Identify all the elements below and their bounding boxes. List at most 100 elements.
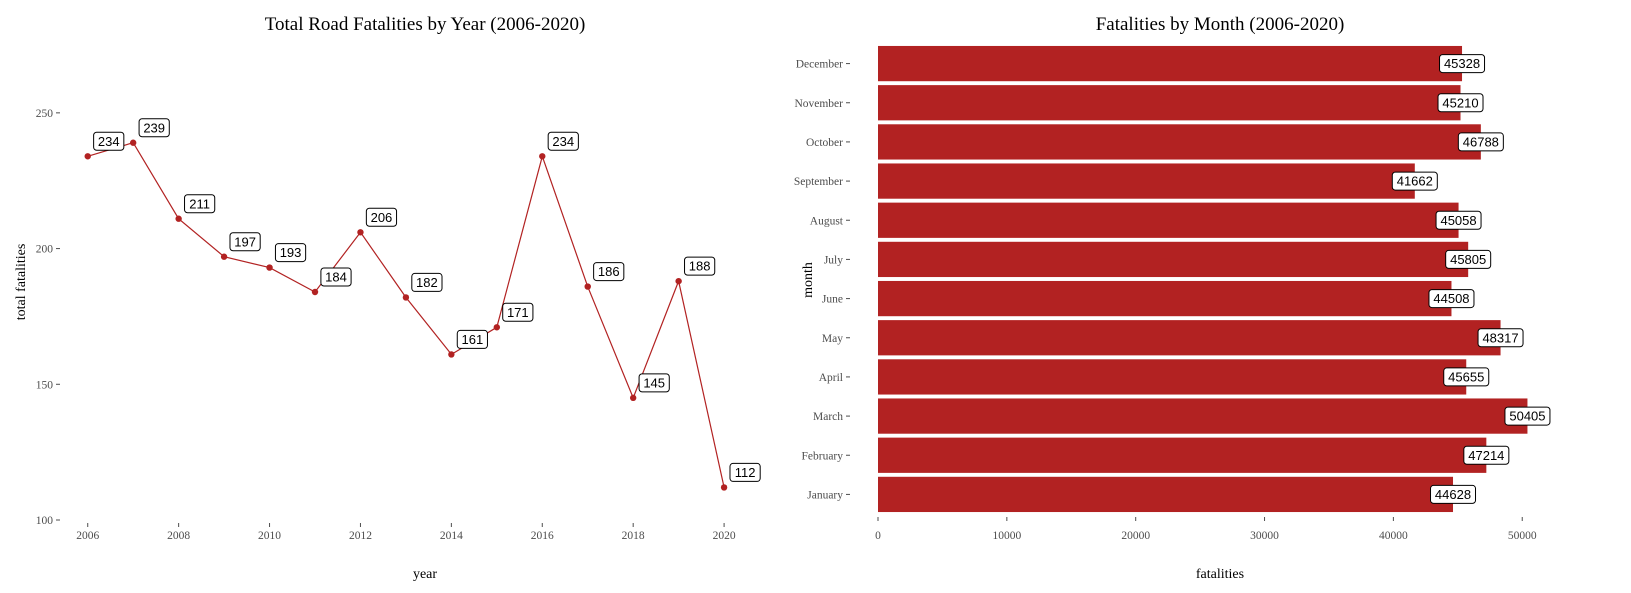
x-tick-label: 2020 bbox=[713, 530, 736, 542]
y-tick-label: September bbox=[794, 176, 843, 188]
bar-label-box bbox=[1504, 406, 1551, 426]
data-point bbox=[675, 277, 682, 285]
data-label-text: 112 bbox=[735, 465, 756, 480]
y-tick-label: May bbox=[822, 333, 843, 345]
bar-label-box bbox=[1457, 132, 1504, 152]
y-tick-label: February bbox=[801, 450, 843, 462]
x-tick-label: 10000 bbox=[992, 530, 1021, 542]
x-tick-label: 0 bbox=[875, 530, 881, 542]
bar-label-text: 41662 bbox=[1397, 174, 1433, 189]
data-label: 193 bbox=[274, 243, 307, 263]
data-point bbox=[311, 288, 319, 296]
data-label-box bbox=[684, 256, 716, 276]
data-point bbox=[493, 324, 501, 331]
bar bbox=[878, 398, 1528, 434]
bar-label-text: 45328 bbox=[1444, 56, 1480, 71]
bar-label: 45210 bbox=[1437, 93, 1484, 113]
y-tick-label: 100 bbox=[36, 515, 54, 527]
data-point bbox=[629, 394, 637, 402]
data-point bbox=[266, 264, 273, 271]
data-point bbox=[402, 294, 410, 301]
bar bbox=[878, 437, 1487, 473]
data-label-text: 188 bbox=[689, 259, 711, 274]
bar-label: 48317 bbox=[1477, 328, 1524, 348]
bar-chart: Fatalities by Month (2006-2020) fataliti… bbox=[794, 14, 1551, 582]
data-point bbox=[720, 484, 728, 491]
y-tick-label: 250 bbox=[36, 108, 54, 120]
data-label: 171 bbox=[502, 302, 534, 322]
data-point bbox=[448, 351, 455, 358]
data-label: 211 bbox=[184, 194, 216, 214]
bar-chart-title: Fatalities by Month (2006-2020) bbox=[1096, 14, 1345, 35]
bar-label: 41662 bbox=[1391, 171, 1438, 191]
bar-label: 45328 bbox=[1439, 54, 1486, 74]
data-label: 239 bbox=[138, 118, 170, 138]
data-label: 145 bbox=[638, 373, 670, 393]
data-point bbox=[129, 139, 137, 146]
data-label-box bbox=[138, 118, 170, 138]
bar-chart-x-axis-label: fatalities bbox=[1196, 567, 1244, 582]
x-tick-label: 20000 bbox=[1121, 530, 1150, 542]
bar bbox=[878, 85, 1461, 121]
y-tick-label: November bbox=[794, 98, 843, 110]
x-tick-label: 2006 bbox=[76, 530, 99, 542]
data-label: 182 bbox=[411, 272, 443, 292]
bar-label-text: 45058 bbox=[1440, 213, 1476, 228]
data-label-text: 161 bbox=[462, 332, 484, 347]
x-tick-label: 2016 bbox=[531, 530, 554, 542]
x-tick-label: 2010 bbox=[258, 530, 281, 542]
bar-label-box bbox=[1443, 367, 1490, 387]
bar-label: 44628 bbox=[1430, 484, 1477, 504]
series-points bbox=[84, 139, 728, 491]
bar bbox=[878, 163, 1415, 199]
data-label-text: 197 bbox=[234, 234, 256, 249]
data-label-text: 234 bbox=[552, 134, 574, 149]
data-label-text: 184 bbox=[325, 270, 347, 285]
bar-label-box bbox=[1391, 171, 1438, 191]
data-label-text: 145 bbox=[643, 375, 665, 390]
data-point bbox=[84, 153, 91, 160]
bar-label-text: 44628 bbox=[1435, 487, 1471, 502]
line-chart: Total Road Fatalities by Year (2006-2020… bbox=[14, 14, 761, 582]
bar-label-text: 47214 bbox=[1468, 448, 1504, 463]
bars bbox=[878, 45, 1528, 513]
bar bbox=[878, 320, 1501, 356]
x-tick-label: 30000 bbox=[1250, 530, 1279, 542]
data-label: 112 bbox=[729, 462, 761, 482]
data-label-text: 186 bbox=[598, 264, 620, 279]
data-label-box bbox=[593, 262, 625, 282]
data-label-text: 211 bbox=[189, 196, 210, 211]
data-label: 206 bbox=[365, 207, 398, 227]
line-chart-y-ticks: 100 150 200 250 bbox=[36, 108, 60, 527]
data-label: 234 bbox=[547, 131, 579, 151]
x-tick-label: 2012 bbox=[349, 530, 372, 542]
data-label-text: 182 bbox=[416, 275, 438, 290]
data-label-text: 171 bbox=[507, 305, 529, 320]
bar-label: 45805 bbox=[1445, 249, 1492, 269]
data-point bbox=[357, 229, 364, 236]
y-tick-label: 200 bbox=[36, 244, 54, 256]
data-point bbox=[220, 253, 228, 260]
bar-label: 47214 bbox=[1463, 445, 1510, 465]
y-tick-label: July bbox=[824, 254, 843, 266]
bar bbox=[878, 359, 1467, 395]
data-label: 161 bbox=[456, 329, 488, 349]
bar-label-box bbox=[1477, 328, 1524, 348]
bar-label-text: 46788 bbox=[1463, 135, 1499, 150]
data-label-box bbox=[93, 131, 125, 151]
data-labels: 234 239 211 197 193 184 206 182 161 171 234 186 145 1… bbox=[93, 118, 761, 482]
y-tick-label: March bbox=[813, 411, 843, 423]
x-tick-label: 50000 bbox=[1508, 530, 1537, 542]
data-label: 186 bbox=[593, 262, 625, 282]
data-point bbox=[584, 283, 591, 290]
data-label-box bbox=[184, 194, 216, 214]
data-label: 197 bbox=[229, 232, 261, 252]
data-label-box bbox=[365, 207, 398, 227]
bar bbox=[878, 124, 1481, 160]
data-label-box bbox=[547, 131, 579, 151]
data-label-box bbox=[502, 302, 534, 322]
data-label-box bbox=[638, 373, 670, 393]
bar-chart-x-ticks: 0 10000 20000 30000 40000 50000 bbox=[875, 517, 1537, 542]
data-point bbox=[175, 215, 182, 222]
